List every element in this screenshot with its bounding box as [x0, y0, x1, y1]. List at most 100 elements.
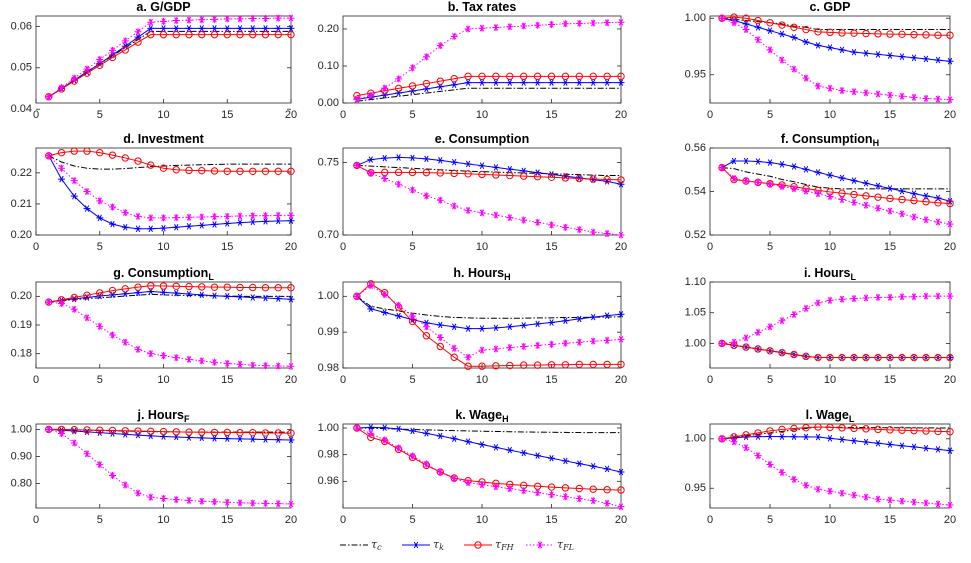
data-point [464, 160, 472, 168]
x-tick-label: 15 [884, 241, 896, 253]
data-point [603, 175, 611, 184]
data-point [886, 52, 894, 59]
data-point [121, 37, 129, 45]
data-point [409, 87, 416, 95]
data-point [450, 435, 458, 442]
data-point [520, 487, 528, 495]
data-point [172, 433, 180, 441]
data-point [520, 361, 528, 369]
data-point [198, 222, 206, 229]
data-point [134, 489, 142, 497]
data-point [412, 541, 420, 549]
data-point [223, 435, 231, 442]
data-point [742, 157, 750, 165]
x-tick-label: 0 [707, 241, 713, 253]
legend-subscript: FL [562, 543, 574, 552]
data-point [223, 498, 231, 506]
data-point [108, 426, 117, 435]
data-point [96, 426, 104, 434]
data-point [838, 87, 846, 95]
data-point [353, 424, 361, 432]
series-line [721, 17, 950, 31]
data-point [450, 475, 458, 483]
panel-title: g. ConsumptionL [113, 266, 214, 282]
data-point [45, 425, 53, 433]
data-point [533, 173, 542, 181]
y-tick-label: 0.20 [11, 290, 32, 302]
data-point [108, 151, 117, 159]
data-point [464, 170, 472, 178]
data-point [450, 202, 458, 210]
data-point [886, 441, 894, 448]
data-point [70, 439, 78, 447]
title-subscript: H [504, 272, 511, 282]
data-point [898, 353, 906, 362]
data-point [249, 361, 257, 369]
data-point [198, 25, 206, 32]
data-point [520, 79, 528, 86]
data-point [160, 352, 167, 360]
data-point [409, 64, 416, 72]
data-point [730, 338, 738, 346]
data-point [742, 433, 750, 441]
legend-name: τ [371, 538, 378, 551]
data-point [838, 196, 846, 204]
data-point [617, 335, 625, 343]
data-point [58, 429, 65, 437]
data-point [506, 485, 514, 493]
data-point [617, 503, 625, 511]
data-point [147, 282, 155, 290]
data-point [506, 171, 514, 180]
x-tick-label: 0 [707, 374, 713, 386]
data-point [58, 84, 65, 92]
panel: 0.04 0.05 0.06 0 5 10 15 20 a. G/GDP [11, 0, 298, 121]
data-point [778, 433, 786, 440]
data-point [561, 339, 569, 347]
y-tick-label: 0.95 [685, 482, 706, 494]
x-tick-label: 10 [824, 109, 836, 121]
data-point [589, 313, 597, 321]
data-point [45, 93, 53, 101]
data-point [838, 174, 846, 182]
data-point [534, 341, 542, 349]
data-point [874, 193, 882, 201]
series-line [48, 17, 291, 98]
x-tick-label: 20 [615, 241, 627, 253]
data-point [211, 435, 218, 442]
data-point [617, 18, 625, 26]
x-tick-label: 10 [824, 241, 836, 253]
panel-title: k. WageH [455, 408, 508, 424]
data-point [185, 16, 193, 24]
data-point [910, 213, 918, 221]
x-tick-label: 10 [476, 109, 488, 121]
data-point [464, 72, 472, 81]
x-tick-label: 5 [97, 109, 103, 121]
x-tick-label: 0 [33, 374, 39, 386]
data-point [898, 187, 906, 195]
data-point [506, 323, 514, 331]
data-point [778, 182, 786, 190]
data-point [778, 30, 786, 38]
y-tick-label: 0.06 [11, 20, 32, 32]
data-point [850, 198, 858, 206]
x-tick-label: 10 [157, 241, 169, 253]
data-point [408, 82, 417, 90]
data-point [70, 293, 78, 302]
series-line [721, 16, 950, 36]
data-point [147, 18, 155, 26]
data-point [450, 353, 458, 361]
data-point [274, 30, 282, 39]
series-line [356, 75, 621, 97]
data-point [506, 344, 514, 352]
data-point [409, 154, 416, 162]
data-point [249, 25, 257, 32]
data-point [83, 65, 91, 73]
data-point [766, 27, 774, 34]
data-point [159, 427, 168, 436]
data-point [850, 491, 858, 499]
y-tick-label: 0.20 [11, 229, 32, 241]
data-point [287, 429, 295, 437]
data-point [838, 353, 846, 362]
data-point [409, 316, 416, 323]
data-point [70, 305, 78, 313]
